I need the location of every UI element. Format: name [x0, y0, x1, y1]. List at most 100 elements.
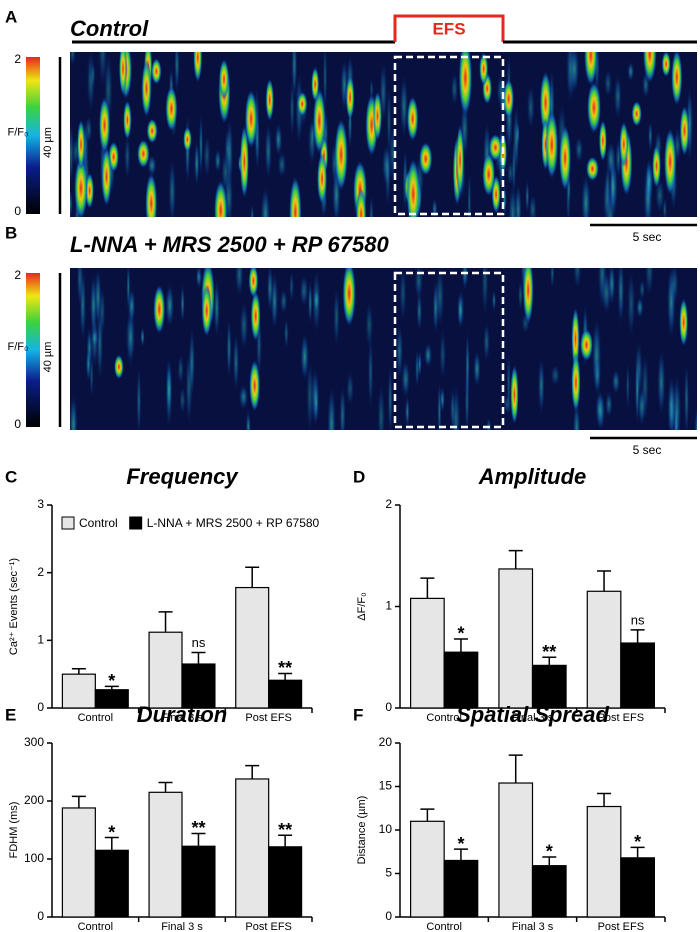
x-tick-label: Final 3 s: [161, 712, 203, 724]
kymograph: [70, 52, 694, 217]
noise: [346, 370, 355, 407]
y-tick-label: 2: [37, 565, 44, 579]
colorbar-label: F/F₀: [7, 341, 28, 353]
noise: [96, 304, 104, 383]
y-tick-label: 0: [385, 700, 392, 714]
calcium-event: [455, 123, 465, 197]
calcium-event: [598, 119, 607, 162]
colorbar-tick-label: 0: [14, 204, 21, 218]
calcium-event: [419, 142, 433, 176]
bar: [268, 846, 303, 918]
noise: [399, 73, 409, 139]
noise: [70, 393, 78, 430]
calcium-event: [316, 152, 328, 205]
time-scale-label: 5 sec: [633, 443, 662, 457]
noise: [270, 271, 279, 332]
calcium-event: [458, 52, 473, 116]
noise: [260, 185, 271, 217]
calcium-event: [406, 158, 420, 217]
noise: [214, 148, 222, 174]
panel-letter: E: [5, 705, 16, 724]
calcium-event: [373, 90, 382, 141]
panel-title: Control: [70, 16, 149, 41]
y-tick-label: 5: [385, 866, 392, 880]
bar: [148, 631, 183, 709]
bar: [235, 778, 270, 918]
calcium-event: [679, 105, 690, 157]
noise: [431, 198, 438, 217]
error-bar: [191, 651, 206, 665]
bar: [620, 857, 655, 918]
noise: [234, 268, 244, 298]
noise: [550, 268, 555, 289]
x-tick-label: Post EFS: [598, 921, 644, 932]
calcium-event: [571, 352, 581, 413]
calcium-event: [345, 74, 355, 121]
error-bar: [508, 549, 523, 569]
noise: [179, 385, 186, 416]
error-bar: [245, 566, 260, 588]
bar: [94, 849, 129, 918]
noise: [395, 322, 404, 381]
noise: [508, 183, 518, 217]
calcium-event: [312, 87, 326, 155]
noise: [299, 274, 309, 308]
calcium-event: [559, 124, 572, 192]
panel-letter: B: [5, 223, 17, 242]
calcium-event: [249, 359, 261, 412]
noise: [339, 383, 346, 430]
noise: [439, 327, 447, 382]
y-tick-label: 1: [37, 633, 44, 647]
bar: [181, 845, 216, 918]
y-tick-label: 15: [379, 779, 393, 793]
noise: [424, 342, 433, 369]
noise: [195, 268, 203, 289]
error-bar: [420, 808, 435, 822]
y-tick-label: 100: [24, 851, 44, 865]
calcium-event: [151, 58, 162, 85]
noise: [165, 353, 173, 430]
error-bar: [104, 836, 119, 851]
y-tick-label: 2: [385, 497, 392, 511]
noise: [404, 394, 410, 429]
noise: [289, 269, 295, 304]
noise: [569, 52, 580, 95]
y-tick-label: 1: [385, 599, 392, 613]
length-scale-label: 40 µm: [42, 127, 54, 158]
noise: [198, 112, 204, 179]
calcium-event: [165, 85, 178, 132]
noise: [90, 327, 99, 348]
y-tick-label: 0: [37, 700, 44, 714]
noise: [526, 84, 535, 130]
calcium-event: [114, 354, 124, 380]
noise: [606, 140, 616, 179]
noise: [307, 279, 313, 326]
noise: [264, 121, 273, 181]
x-tick-label: Post EFS: [245, 712, 291, 724]
error-bar: [158, 781, 173, 793]
y-axis-label: ΔF/F₀: [356, 592, 368, 620]
significance-label: **: [542, 642, 556, 662]
noise: [465, 328, 470, 405]
error-bar: [597, 792, 612, 807]
significance-label: **: [278, 658, 292, 678]
calcium-event: [406, 96, 419, 142]
bar: [94, 689, 129, 709]
significance-label: **: [278, 820, 292, 840]
x-tick-label: Control: [426, 921, 461, 932]
bar: [498, 568, 534, 709]
noise: [537, 356, 545, 415]
calcium-event: [244, 89, 258, 149]
bar: [586, 590, 622, 709]
noise: [188, 325, 195, 401]
calcium-event: [679, 297, 689, 347]
bar: [498, 782, 534, 918]
calcium-event: [334, 118, 348, 192]
bar: [61, 673, 96, 709]
calcium-event: [146, 118, 158, 144]
calcium-event: [213, 179, 228, 217]
colorbar: [26, 273, 40, 427]
significance-label: *: [457, 624, 464, 644]
y-tick-label: 3: [37, 497, 44, 511]
noise: [168, 157, 177, 217]
